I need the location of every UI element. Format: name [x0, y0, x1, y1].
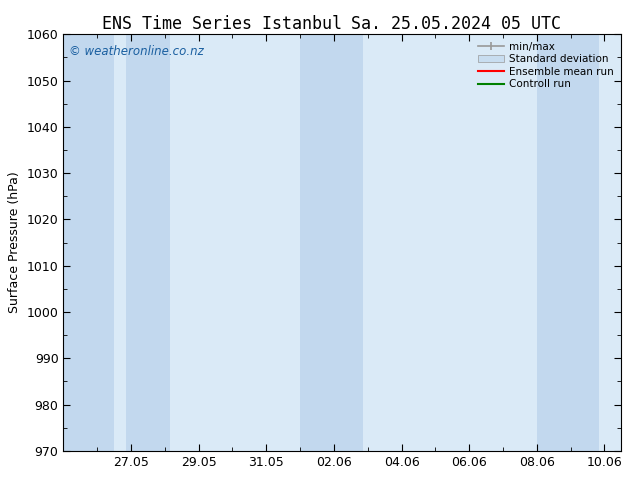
- Text: Sa. 25.05.2024 05 UTC: Sa. 25.05.2024 05 UTC: [351, 15, 562, 33]
- Text: © weatheronline.co.nz: © weatheronline.co.nz: [69, 45, 204, 58]
- Bar: [300, 34, 363, 451]
- Bar: [126, 34, 170, 451]
- Bar: [63, 34, 114, 451]
- Text: ENS Time Series Istanbul: ENS Time Series Istanbul: [102, 15, 342, 33]
- Legend: min/max, Standard deviation, Ensemble mean run, Controll run: min/max, Standard deviation, Ensemble me…: [476, 40, 616, 92]
- Y-axis label: Surface Pressure (hPa): Surface Pressure (hPa): [8, 172, 21, 314]
- Bar: [537, 34, 599, 451]
